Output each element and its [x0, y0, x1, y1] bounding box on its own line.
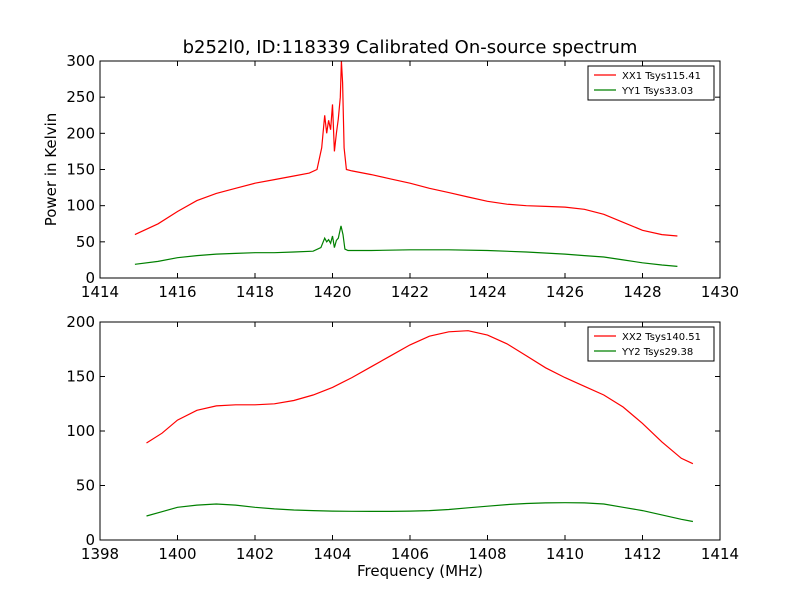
y-tick-label: 150 [66, 368, 95, 386]
legend-entry: XX2 Tsys140.51 [622, 332, 701, 343]
legend-box [587, 65, 715, 101]
x-tick-label: 1416 [158, 283, 196, 301]
x-tick-label: 1400 [158, 545, 196, 563]
y-tick-label: 50 [76, 477, 95, 495]
y-tick-label: 0 [85, 269, 95, 287]
legend-entry: XX1 Tsys115.41 [622, 71, 701, 82]
x-tick-label: 1424 [468, 283, 506, 301]
y-tick-label: 0 [85, 531, 95, 549]
x-axis-label: Frequency (MHz) [357, 562, 483, 580]
y-tick-label: 250 [66, 88, 95, 106]
x-tick-label: 1406 [391, 545, 429, 563]
x-tick-label: 1412 [623, 545, 661, 563]
y-tick-label: 100 [66, 422, 95, 440]
x-tick-label: 1428 [623, 283, 661, 301]
x-tick-label: 1420 [313, 283, 351, 301]
y-tick-label: 50 [76, 233, 95, 251]
x-tick-label: 1402 [236, 545, 274, 563]
y-tick-label: 300 [66, 52, 95, 70]
x-tick-label: 1426 [546, 283, 584, 301]
y-axis-label: Power in Kelvin [42, 113, 60, 227]
legend: XX1 Tsys115.41 YY1 Tsys33.03 [587, 65, 715, 101]
top-panel: 1414 1416 1418 1420 1422 1424 1426 1428 1430 0 50 1… [42, 52, 739, 301]
series-line-yy2 [146, 502, 694, 523]
legend-box [587, 326, 715, 362]
x-tick-label: 1430 [701, 283, 739, 301]
series-line-xx2 [146, 330, 694, 465]
series-line-yy1 [134, 225, 678, 267]
y-tick-label: 200 [66, 313, 95, 331]
x-tick-label: 1422 [391, 283, 429, 301]
y-tick-label: 150 [66, 161, 95, 179]
x-tick-label: 1414 [701, 545, 739, 563]
y-tick-label: 200 [66, 124, 95, 142]
legend: XX2 Tsys140.51 YY2 Tsys29.38 [587, 326, 715, 362]
x-tick-label: 1398 [81, 545, 119, 563]
bottom-panel: 1398 1400 1402 1404 1406 1408 1410 1412 1414 0 50 1… [66, 313, 739, 580]
x-tick-label: 1414 [81, 283, 119, 301]
x-tick-label: 1408 [468, 545, 506, 563]
x-tick-label: 1404 [313, 545, 351, 563]
chart-title: b252l0, ID:118339 Calibrated On-source s… [183, 37, 638, 58]
x-tick-label: 1410 [546, 545, 584, 563]
legend-entry: YY1 Tsys33.03 [621, 86, 693, 97]
y-tick-label: 100 [66, 197, 95, 215]
legend-entry: YY2 Tsys29.38 [621, 347, 693, 358]
x-tick-label: 1418 [236, 283, 274, 301]
